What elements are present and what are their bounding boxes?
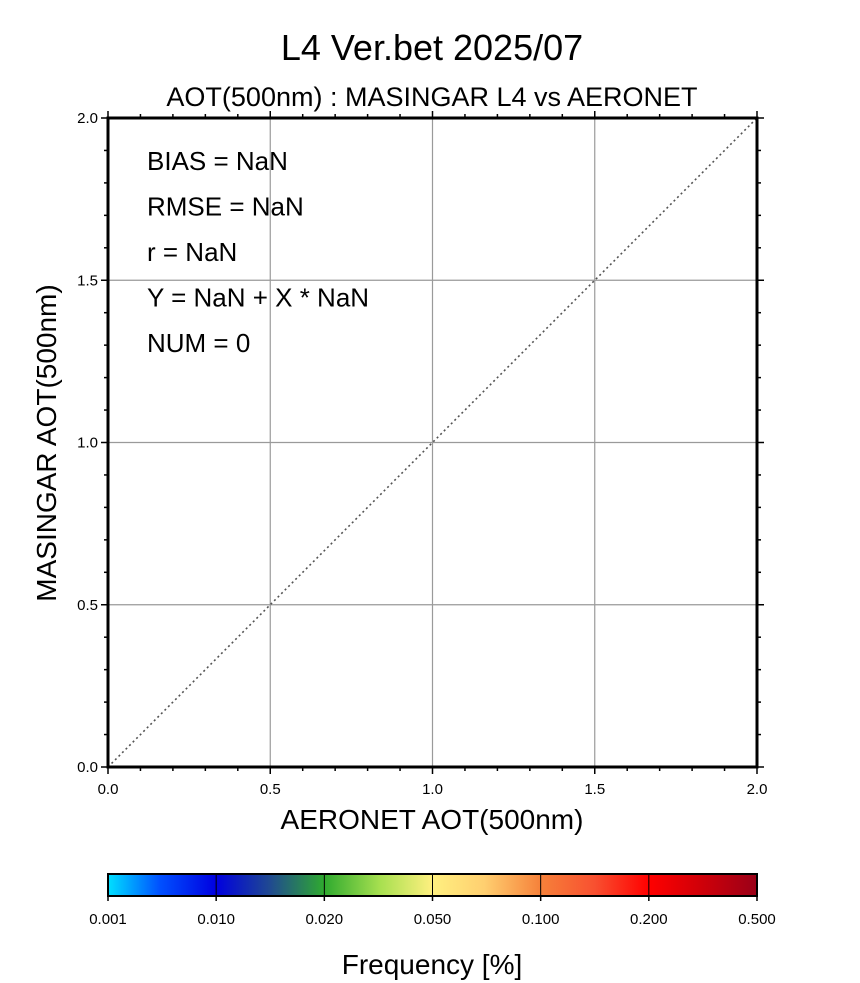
colorbar-tick-label: 0.020 [306,911,344,928]
colorbar-tick-label: 0.010 [197,911,235,928]
x-axis-label: AERONET AOT(500nm) [281,804,584,835]
colorbar-title: Frequency [%] [342,949,523,980]
colorbar-tick-label: 0.200 [630,911,668,928]
statistic-line: BIAS = NaN [147,146,288,176]
colorbar-tick-label: 0.050 [414,911,452,928]
statistics-block: BIAS = NaN RMSE = NaN r = NaN Y = NaN + X *… [147,146,369,358]
tick-labels: 0.0 0.5 1.0 1.5 2.0 0.0 0.5 1.0 1.5 2.0 [77,110,767,798]
y-tick-label: 0.0 [77,759,98,776]
x-tick-label: 0.0 [98,781,119,798]
x-tick-label: 0.5 [260,781,281,798]
y-tick-label: 1.5 [77,272,98,289]
y-tick-label: 1.0 [77,435,98,452]
statistic-line: r = NaN [147,237,237,267]
chart-title: L4 Ver.bet 2025/07 [281,27,583,68]
axes [101,111,764,774]
y-tick-label: 2.0 [77,110,98,127]
colorbar-tick-label: 0.500 [738,911,776,928]
x-tick-label: 1.0 [422,781,443,798]
y-tick-label: 0.5 [77,597,98,614]
y-axis-label: MASINGAR AOT(500nm) [31,284,62,601]
x-tick-label: 1.5 [584,781,605,798]
statistic-line: NUM = 0 [147,328,250,358]
grid-lines [108,118,757,767]
statistic-line: RMSE = NaN [147,192,304,222]
statistic-line: Y = NaN + X * NaN [147,283,369,313]
colorbar-tick-label: 0.001 [89,911,127,928]
colorbar-tick-label: 0.100 [522,911,560,928]
x-tick-label: 2.0 [747,781,768,798]
chart-subtitle: AOT(500nm) : MASINGAR L4 vs AERONET [166,82,697,112]
colorbar-ticks: 0.001 0.010 0.020 0.050 0.100 0.200 0.500 [89,874,776,928]
